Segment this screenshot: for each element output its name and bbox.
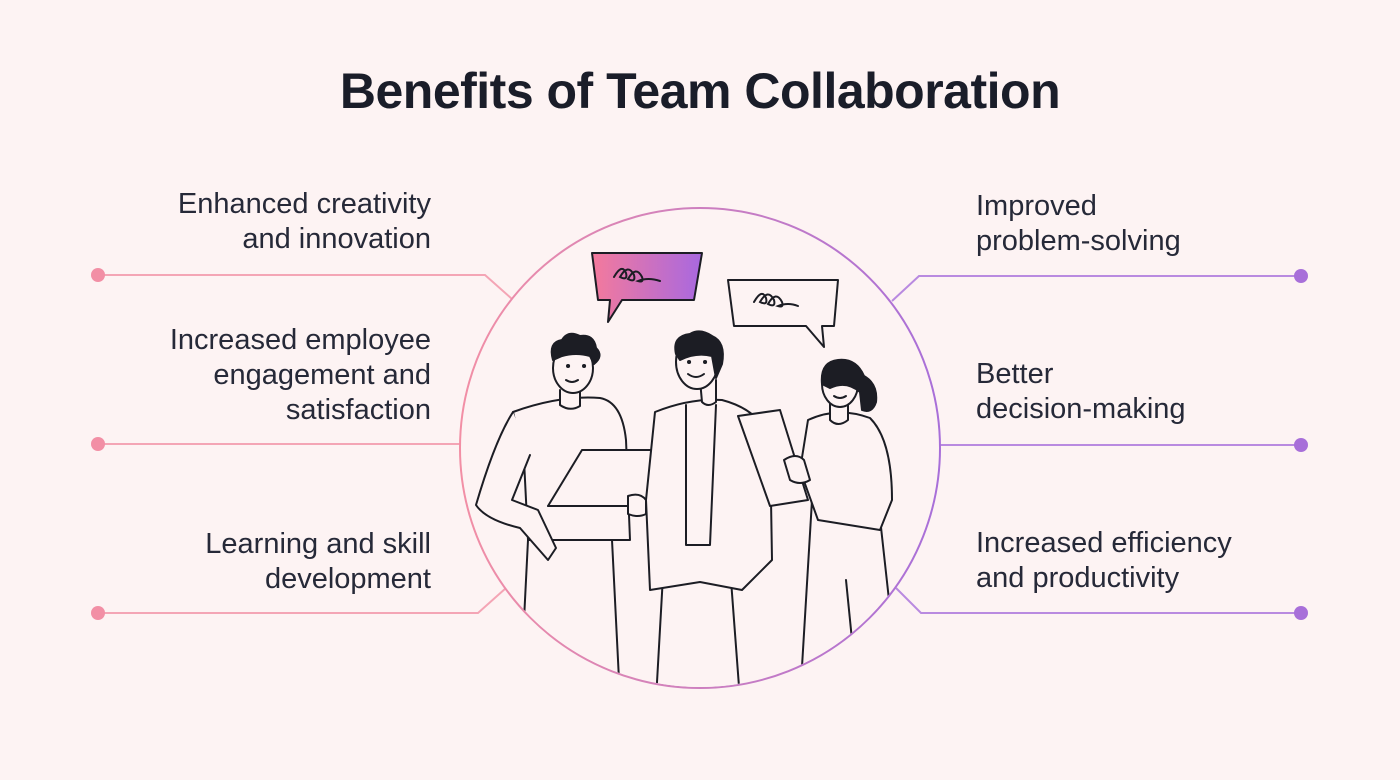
benefit-label-creativity: Enhanced creativity and innovation: [177, 188, 431, 255]
benefit-label-efficiency: Increased efficiency and productivity: [976, 527, 1232, 594]
person-center: [645, 330, 773, 687]
benefit-label-decision-making: Better decision-making: [976, 358, 1186, 425]
connector-dot-right-2: [1294, 438, 1308, 452]
connector-dot-right-1: [1294, 269, 1308, 283]
connector-dot-left-3: [91, 606, 105, 620]
benefit-label-engagement: Increased employee engagement and satisf…: [169, 324, 431, 426]
connector-right-1: [891, 275, 1301, 302]
connector-dot-left-2: [91, 437, 105, 451]
connector-left-1: [98, 274, 513, 300]
connector-dot-right-3: [1294, 606, 1308, 620]
page-title: Benefits of Team Collaboration: [339, 63, 1061, 119]
connector-right-3: [895, 587, 1301, 614]
speech-bubble-outline-icon: [727, 279, 839, 348]
benefit-label-learning: Learning and skill development: [205, 528, 431, 595]
connector-dot-left-1: [91, 268, 105, 282]
speech-bubble-gradient-icon: [591, 252, 703, 323]
three-people-illustration: [475, 330, 901, 687]
benefit-label-problem-solving: Improved problem-solving: [976, 190, 1181, 257]
connector-left-3: [98, 587, 507, 614]
